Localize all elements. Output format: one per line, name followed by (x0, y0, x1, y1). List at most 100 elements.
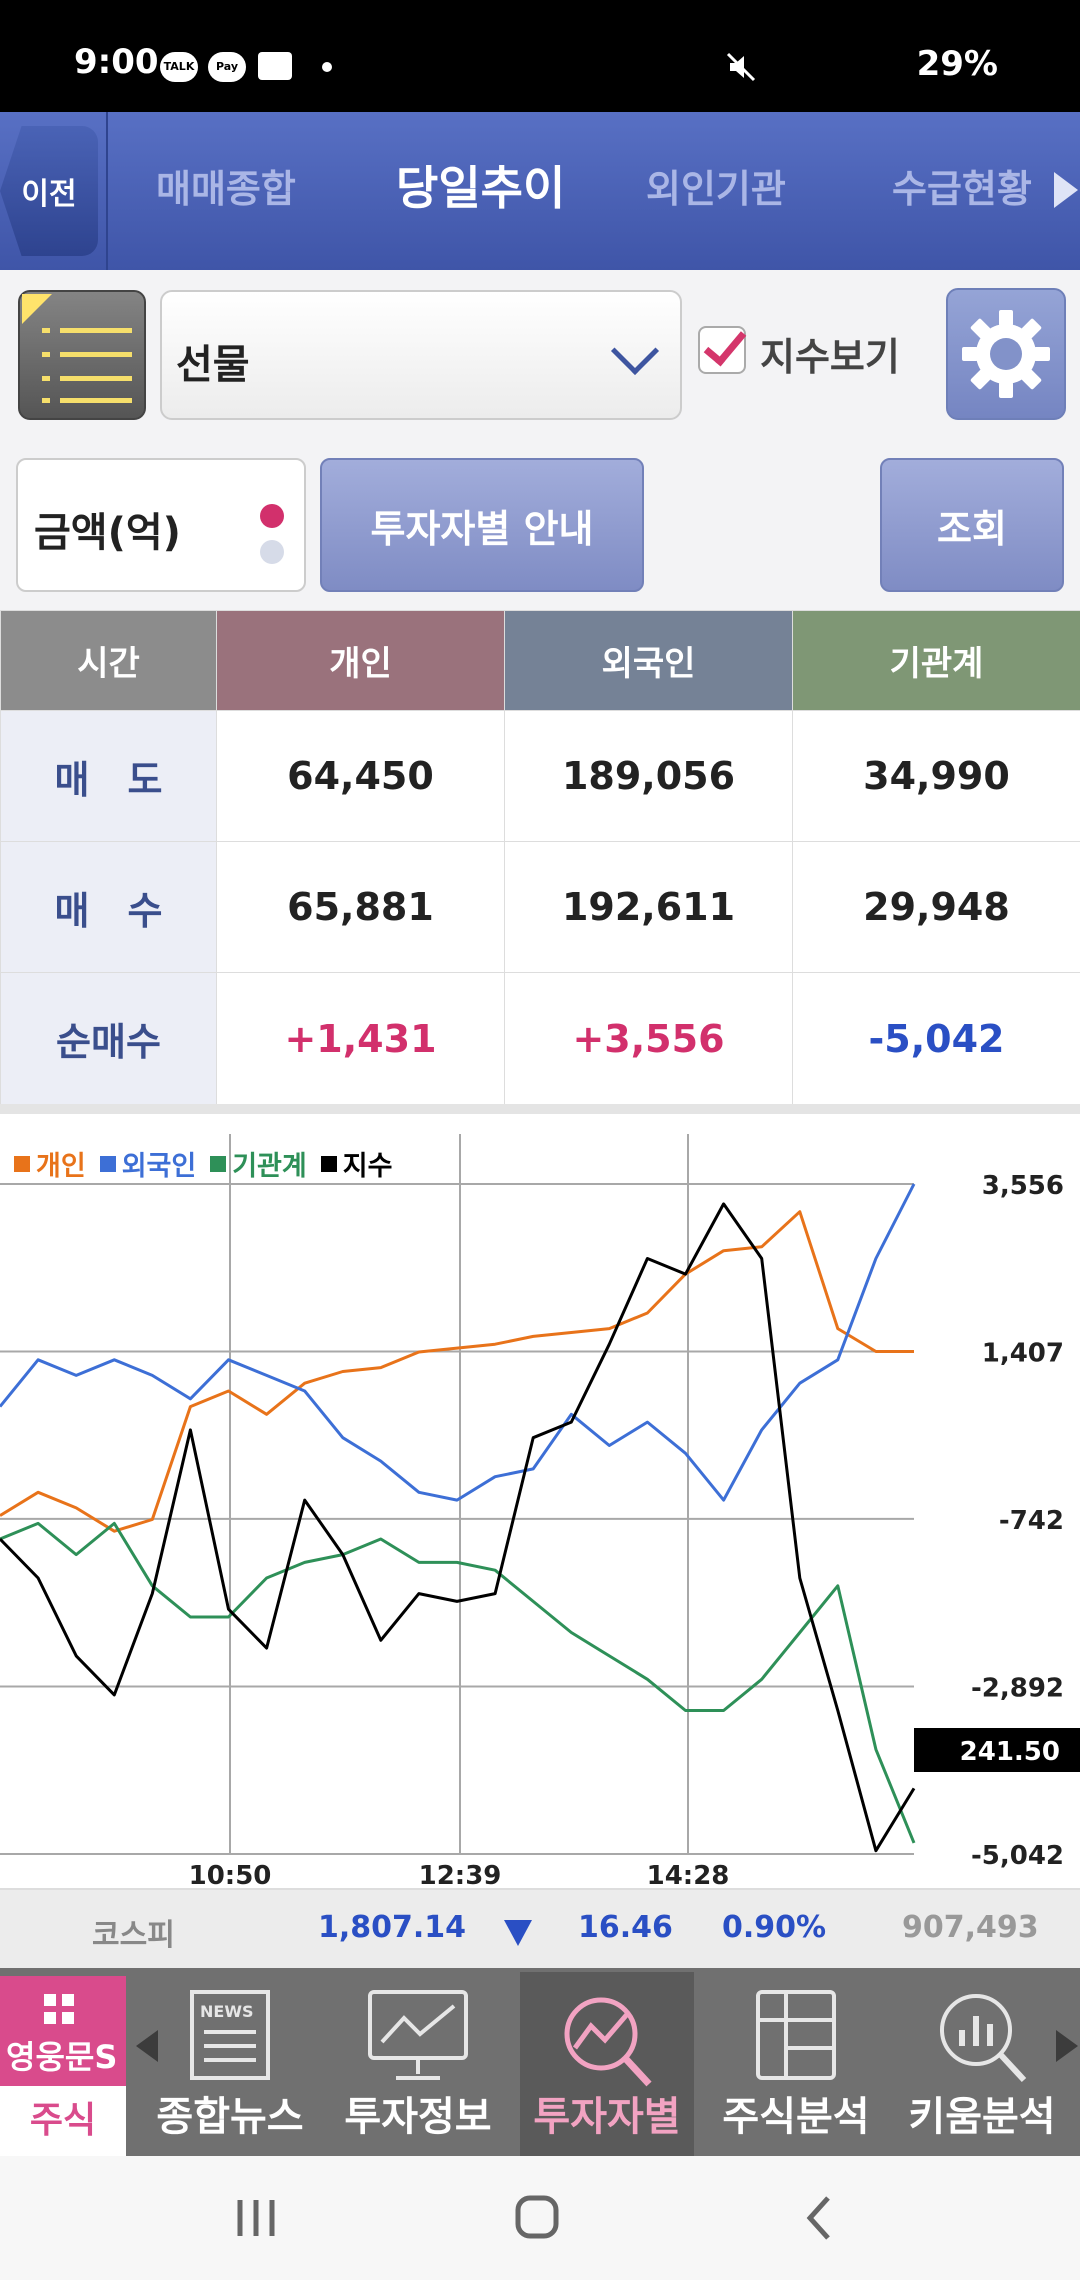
index-change-pct: 0.90% (722, 1910, 826, 1945)
index-view-checkbox[interactable] (698, 326, 746, 374)
corner-icon (22, 294, 52, 324)
top-nav: 이전 매매종합 당일추이 외인기관 수급현황 (0, 112, 1080, 270)
brand-sub-label[interactable]: 주식 (0, 2086, 126, 2156)
index-view-label[interactable]: 지수보기 (760, 326, 900, 381)
cell-value: 34,990 (793, 711, 1080, 842)
nav-stock-analysis[interactable]: 주식분석 (712, 1968, 880, 2156)
series-line-지수 (0, 1204, 914, 1851)
message-icon (258, 52, 292, 80)
nav-label: 종합뉴스 (152, 2084, 308, 2142)
unit-dot-active-icon (260, 504, 284, 528)
dot-icon (322, 62, 332, 72)
current-value-label: 241.50 (960, 1737, 1060, 1767)
table-row: 매 수 65,881 192,611 29,948 (1, 842, 1080, 973)
back-button[interactable]: 이전 (0, 126, 98, 256)
series-line-기관계 (0, 1523, 914, 1843)
nav-label-active: 투자자별 (520, 2084, 694, 2142)
y-tick-label: -5,042 (971, 1841, 1064, 1871)
battery-level: 29% (917, 44, 998, 84)
list-menu-button[interactable] (18, 290, 146, 420)
list-dot-icon (42, 398, 50, 403)
tab-scroll-right-icon[interactable] (1054, 172, 1078, 208)
nav-label: 투자정보 (336, 2084, 500, 2142)
legend-item: 기관계 (210, 1144, 307, 1183)
tab-trading-summary[interactable]: 매매종합 (156, 158, 296, 213)
tab-supply-status[interactable]: 수급현황 (892, 158, 1032, 213)
tab-daily-trend[interactable]: 당일추이 (396, 152, 565, 218)
list-dot-icon (42, 328, 50, 333)
cell-value: 64,450 (217, 711, 505, 842)
legend-swatch (321, 1156, 337, 1172)
index-value: 1,807.14 (318, 1910, 466, 1945)
cell-value: 192,611 (505, 842, 793, 973)
cell-value: 65,881 (217, 842, 505, 973)
table-icon (756, 1990, 836, 2080)
gear-icon (946, 288, 1066, 420)
brand-logo[interactable]: 영웅문S (0, 1976, 126, 2086)
table-header-row: 시간 개인 외국인 기관계 (1, 611, 1080, 711)
y-tick-label: 3,556 (982, 1171, 1064, 1201)
row-label-sell: 매 도 (1, 711, 217, 842)
legend-swatch (210, 1156, 226, 1172)
status-bar: 9:00 TALK Pay 29% (0, 0, 1080, 112)
x-tick-label: 14:28 (647, 1861, 730, 1888)
x-tick-label: 10:50 (189, 1861, 272, 1888)
list-line-icon (60, 328, 132, 333)
nav-news[interactable]: NEWS 종합뉴스 (152, 1968, 308, 2156)
monitor-chart-icon (368, 1990, 468, 2084)
cell-value-positive: +1,431 (217, 973, 505, 1105)
unit-dot-inactive-icon (260, 540, 284, 564)
bottom-nav: 영웅문S 주식 NEWS 종합뉴스 투자정보 투자자별 주식분석 (0, 1968, 1080, 2156)
header-individual: 개인 (217, 611, 505, 711)
market-select-value: 선물 (176, 332, 250, 390)
cell-value-negative: -5,042 (793, 973, 1080, 1105)
row-label-buy: 매 수 (1, 842, 217, 973)
legend-item: 외국인 (100, 1144, 197, 1183)
nav-kiwoom-analysis[interactable]: 키움분석 (894, 1968, 1070, 2156)
recent-apps-icon[interactable] (240, 2200, 272, 2236)
query-button[interactable]: 조회 (880, 458, 1064, 592)
pay-icon: Pay (208, 52, 246, 82)
legend-item: 지수 (321, 1144, 393, 1183)
system-nav-bar (0, 2156, 1080, 2280)
list-line-icon (60, 352, 132, 357)
index-name: 코스피 (92, 1910, 175, 1954)
magnify-chart-icon (561, 1994, 653, 2090)
investor-guide-button[interactable]: 투자자별 안내 (320, 458, 644, 592)
index-volume: 907,493 (902, 1910, 1039, 1945)
table-row: 순매수 +1,431 +3,556 -5,042 (1, 973, 1080, 1105)
market-select[interactable]: 선물 (160, 290, 682, 420)
x-tick-label: 12:39 (419, 1861, 502, 1888)
investor-table: 시간 개인 외국인 기관계 매 도 64,450 189,056 34,990 … (0, 610, 1080, 1105)
mute-icon (726, 52, 756, 82)
nav-by-investor[interactable]: 투자자별 (520, 1972, 694, 2156)
back-icon[interactable] (810, 2198, 828, 2238)
home-icon[interactable] (518, 2198, 556, 2236)
nav-label: 주식분석 (712, 2084, 880, 2142)
nav-divider (106, 112, 108, 270)
tab-foreign-institution[interactable]: 외인기관 (646, 158, 786, 213)
toolbar-select: 선물 지수보기 (0, 270, 1080, 440)
y-tick-label: -2,892 (971, 1673, 1064, 1703)
list-dot-icon (42, 376, 50, 381)
status-time: 9:00 (74, 42, 159, 82)
news-badge: NEWS (200, 2002, 254, 2021)
header-foreign: 외국인 (505, 611, 793, 711)
chevron-down-icon (611, 327, 659, 375)
index-change: 16.46 (578, 1910, 673, 1945)
list-line-icon (60, 398, 132, 403)
down-arrow-icon (504, 1920, 532, 1946)
settings-button[interactable] (946, 288, 1066, 420)
legend-swatch (14, 1156, 30, 1172)
header-time: 시간 (1, 611, 217, 711)
table-row: 매 도 64,450 189,056 34,990 (1, 711, 1080, 842)
unit-toggle[interactable]: 금액(억) (16, 458, 306, 592)
cell-value: 189,056 (505, 711, 793, 842)
checkmark-icon (704, 322, 747, 367)
index-summary-bar: 코스피 1,807.14 16.46 0.90% 907,493 (0, 1888, 1080, 1968)
legend-label: 기관계 (232, 1144, 307, 1183)
cell-value: 29,948 (793, 842, 1080, 973)
nav-invest-info[interactable]: 투자정보 (336, 1968, 500, 2156)
